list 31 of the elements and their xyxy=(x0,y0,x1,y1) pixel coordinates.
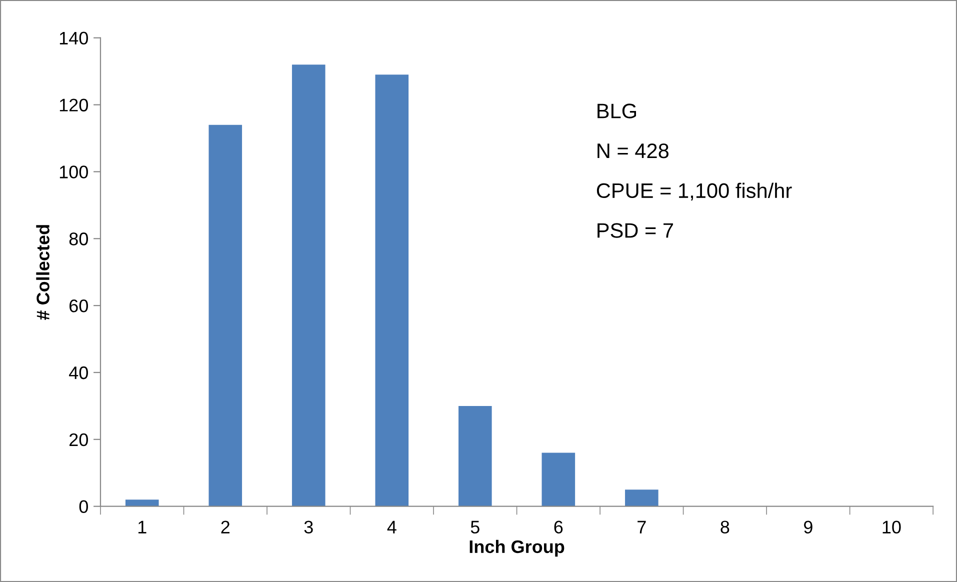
x-tick-label: 10 xyxy=(882,520,901,534)
x-tick-label: 3 xyxy=(304,520,313,534)
bar xyxy=(208,124,242,506)
x-tick-label: 9 xyxy=(804,520,812,534)
x-tick-label: 4 xyxy=(387,520,396,534)
y-tick-label: 140 xyxy=(60,32,88,45)
y-tick-label: 60 xyxy=(70,299,88,312)
bar xyxy=(292,64,326,506)
annotation: N = 428 xyxy=(598,143,669,158)
x-tick-label: 2 xyxy=(221,520,230,534)
x-tick-label: 6 xyxy=(554,520,563,534)
y-tick-label: 20 xyxy=(70,433,88,446)
annotation: CPUE = 1,100 fish/hr xyxy=(596,182,792,200)
y-tick-label: 120 xyxy=(60,98,88,112)
y-tick-label: 100 xyxy=(60,166,88,178)
bar xyxy=(542,452,576,506)
x-tick-label: 7 xyxy=(638,520,646,534)
x-axis-title: Inch Group xyxy=(470,540,564,557)
x-tick-label: 1 xyxy=(138,520,146,534)
y-axis-title: # Collected xyxy=(36,225,50,320)
annotation: BLG xyxy=(598,104,636,118)
x-tick-label: 8 xyxy=(720,520,730,534)
bar xyxy=(375,74,409,506)
y-tick-label: 0 xyxy=(79,500,88,514)
bar xyxy=(458,406,492,506)
bar xyxy=(125,500,159,506)
x-tick-label: 5 xyxy=(470,520,480,534)
y-tick-label: 80 xyxy=(69,232,88,246)
annotation: PSD = 7 xyxy=(598,223,673,238)
y-tick-label: 40 xyxy=(69,366,88,380)
bar xyxy=(625,490,658,506)
